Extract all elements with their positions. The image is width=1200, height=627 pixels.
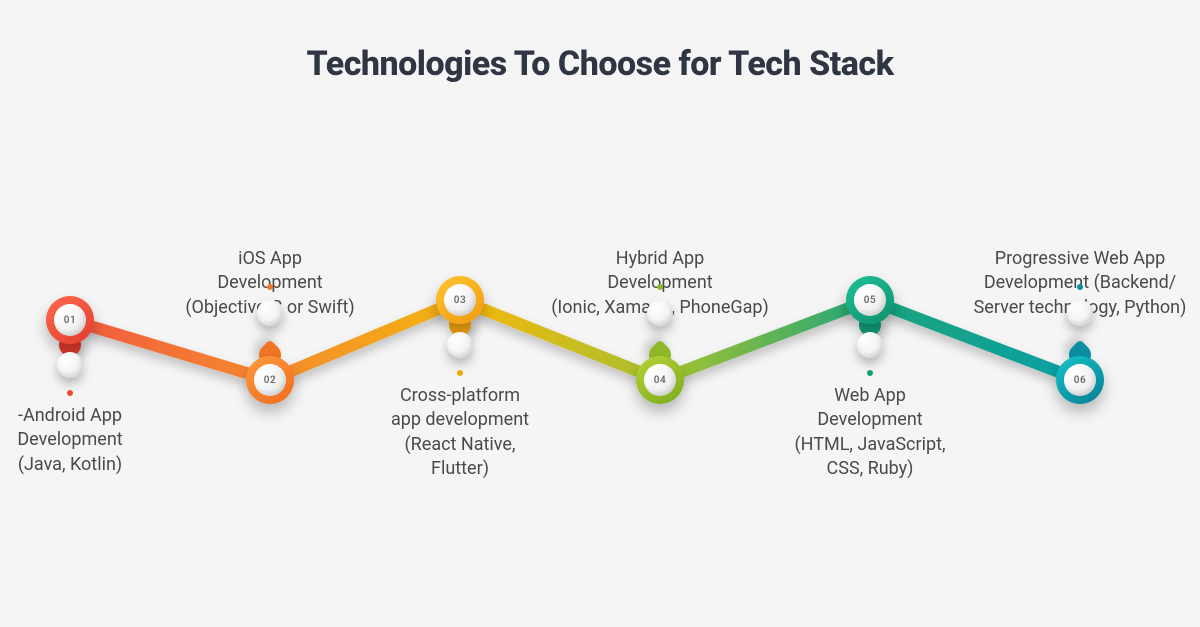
infographic-stage: Technologies To Choose for Tech Stack 01… <box>0 0 1200 627</box>
node-dot <box>657 284 663 290</box>
node-number: 05 <box>864 295 876 306</box>
node-mini-ball <box>1067 300 1093 326</box>
timeline-node-06: 06Progressive Web App Development (Backe… <box>1056 356 1104 404</box>
timeline-node-04: 04Hybrid App Development (Ionic, Xamarin… <box>636 356 684 404</box>
node-mini-ball <box>57 352 83 378</box>
node-number: 01 <box>64 315 76 326</box>
node-number: 02 <box>264 375 276 386</box>
node-mini-ball <box>857 332 883 358</box>
node-ring: 06 <box>1056 356 1104 404</box>
node-label: -Android App Development (Java, Kotlin) <box>0 404 185 477</box>
node-ring: 01 <box>46 296 94 344</box>
timeline-node-05: 05Web App Development (HTML, JavaScript,… <box>846 276 894 324</box>
node-mini-ball <box>447 332 473 358</box>
node-number: 04 <box>654 375 666 386</box>
node-dot <box>267 284 273 290</box>
node-number: 03 <box>454 295 466 306</box>
node-dot <box>867 370 873 376</box>
node-label: Cross-platform app development (React Na… <box>345 384 575 481</box>
node-dot <box>1077 284 1083 290</box>
timeline-node-01: 01-Android App Development (Java, Kotlin… <box>46 296 94 344</box>
node-number: 06 <box>1074 375 1086 386</box>
node-ring: 05 <box>846 276 894 324</box>
node-dot <box>67 390 73 396</box>
node-dot <box>457 370 463 376</box>
node-ring: 03 <box>436 276 484 324</box>
node-mini-ball <box>647 300 673 326</box>
node-mini-ball <box>257 300 283 326</box>
node-ring: 04 <box>636 356 684 404</box>
timeline-node-02: 02iOS App Development (Objective-C or Sw… <box>246 356 294 404</box>
node-label: Web App Development (HTML, JavaScript, C… <box>755 384 985 481</box>
timeline-node-03: 03Cross-platform app development (React … <box>436 276 484 324</box>
node-ring: 02 <box>246 356 294 404</box>
